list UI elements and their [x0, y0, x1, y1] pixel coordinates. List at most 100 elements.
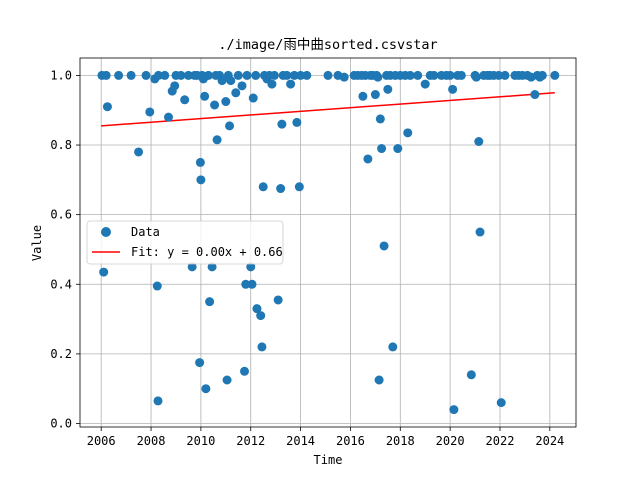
y-tick-label: 0.0 [50, 417, 72, 431]
data-point [203, 70, 213, 80]
data-point [240, 366, 249, 376]
data-point [403, 128, 413, 138]
x-tick-label: 2024 [535, 434, 564, 448]
data-point [363, 154, 373, 164]
data-point [201, 384, 211, 394]
x-tick-label: 2020 [436, 434, 465, 448]
legend-box [86, 220, 284, 265]
data-point [207, 262, 217, 272]
data-point [273, 295, 283, 305]
data-point [289, 70, 299, 80]
data-point [221, 97, 231, 107]
chart-title: ./image/雨中曲sorted.csvstar [218, 37, 437, 53]
data-point [258, 182, 268, 192]
data-point [99, 267, 109, 277]
data-point [550, 70, 560, 80]
data-point [231, 88, 241, 98]
x-tick-label: 2010 [186, 434, 215, 448]
data-point [183, 70, 193, 80]
data-point [180, 95, 190, 105]
data-point [474, 137, 484, 147]
data-point [276, 184, 286, 194]
data-point [448, 84, 458, 94]
data-point [251, 70, 261, 80]
y-tick-label: 0.2 [50, 347, 72, 361]
x-axis-label: Time [314, 453, 343, 467]
legend-marker-data [101, 227, 111, 237]
data-point [466, 370, 476, 380]
data-point [114, 70, 124, 80]
data-point [475, 227, 485, 237]
data-point [101, 70, 111, 80]
y-tick-label: 0.4 [50, 277, 72, 291]
data-point [537, 70, 547, 80]
data-point [456, 70, 466, 80]
data-point [145, 107, 155, 117]
data-point [195, 157, 205, 167]
data-point [282, 70, 292, 80]
data-point [339, 72, 349, 82]
data-point [134, 147, 144, 157]
data-point [377, 144, 387, 154]
data-point [445, 70, 455, 80]
data-point [296, 70, 306, 80]
data-point [241, 279, 251, 289]
data-point [471, 72, 481, 82]
data-point [102, 102, 112, 112]
fit-line-layer [101, 92, 555, 127]
data-point [388, 342, 398, 352]
data-point [163, 112, 173, 122]
data-point [212, 135, 222, 145]
data-point [405, 70, 415, 80]
data-point [160, 70, 170, 80]
data-point [379, 241, 389, 251]
data-point [170, 81, 180, 91]
x-tick-label: 2006 [87, 434, 116, 448]
legend-label-data: Data [131, 225, 160, 239]
data-point [302, 70, 312, 80]
y-tick-label: 1.0 [50, 68, 72, 82]
data-point [257, 342, 267, 352]
fit-line [101, 92, 555, 127]
data-point [246, 262, 256, 272]
data-point [292, 117, 302, 127]
data-point [256, 311, 266, 321]
data-point [277, 119, 287, 129]
x-axis-ticks: 2006 2008 2010 2012 2014 2016 2018 2020 2022 2024 [87, 427, 564, 448]
data-points-layer [97, 70, 560, 415]
data-point [247, 279, 257, 289]
data-point [530, 90, 540, 100]
data-point [233, 70, 243, 80]
x-tick-label: 2014 [286, 434, 315, 448]
y-tick-label: 0.8 [50, 138, 72, 152]
data-point [449, 405, 459, 415]
data-point [494, 70, 504, 80]
grid [80, 58, 576, 427]
data-point [420, 79, 430, 89]
data-point [375, 114, 385, 124]
data-point [141, 70, 151, 80]
data-point [269, 70, 279, 80]
x-tick-label: 2012 [236, 434, 265, 448]
data-point [196, 175, 206, 185]
x-tick-label: 2008 [137, 434, 166, 448]
data-point [248, 93, 258, 103]
data-point [374, 375, 384, 385]
data-point [176, 70, 186, 80]
data-point [226, 76, 236, 86]
data-point [217, 76, 227, 86]
data-point [153, 396, 163, 406]
data-point [210, 100, 220, 110]
data-point [187, 262, 197, 272]
data-point [252, 304, 262, 314]
data-point [358, 91, 368, 101]
data-point [413, 70, 423, 80]
data-point [500, 70, 510, 80]
plot-area-frame [79, 57, 577, 428]
data-point [323, 70, 333, 80]
data-point [222, 375, 232, 385]
data-point [126, 70, 136, 80]
data-point [294, 182, 304, 192]
x-tick-label: 2016 [336, 434, 365, 448]
